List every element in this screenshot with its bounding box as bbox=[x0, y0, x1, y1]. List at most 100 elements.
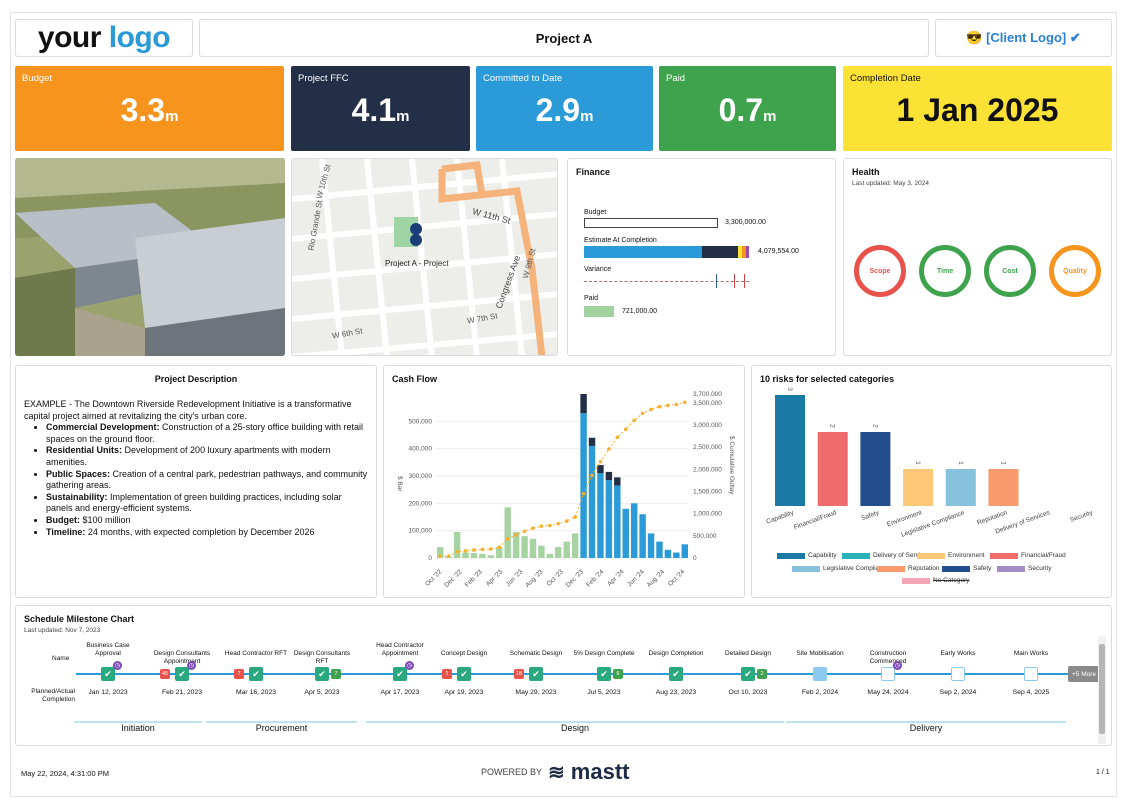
milestone-variance-badge: 7 bbox=[234, 669, 244, 679]
cashflow-bar bbox=[588, 445, 596, 558]
cashflow-bar bbox=[462, 552, 469, 558]
cashflow-xtick: Aug '24 bbox=[646, 568, 667, 589]
company-logo: your logo bbox=[15, 19, 193, 57]
cashflow-ytick: 500,000 bbox=[409, 418, 433, 425]
milestone-done-icon[interactable]: ✔ bbox=[457, 667, 471, 681]
cashflow-bar bbox=[597, 473, 604, 558]
milestone-done-icon[interactable]: ✔ bbox=[249, 667, 263, 681]
milestone-name: Design Completion bbox=[648, 650, 704, 657]
schedule-track bbox=[76, 673, 1070, 675]
cashflow-bar bbox=[647, 533, 655, 558]
risk-legend-item[interactable]: No Category bbox=[902, 577, 970, 584]
cashflow-cumulative-point bbox=[564, 519, 569, 523]
powered-by-text: POWERED BY bbox=[481, 767, 543, 777]
cashflow-y2tick: 2,500,000 bbox=[693, 444, 722, 451]
risk-legend-item[interactable]: Financial/Fraud bbox=[990, 552, 1066, 559]
risk-legend-item[interactable]: Delivery of Services bbox=[842, 552, 930, 559]
cashflow-bar bbox=[512, 532, 520, 558]
risk-bar bbox=[903, 469, 934, 506]
milestone-done-icon[interactable]: ✔ bbox=[529, 667, 543, 681]
cashflow-bar-segment bbox=[597, 465, 604, 474]
milestone-done-icon[interactable]: ✔ bbox=[315, 667, 329, 681]
cashflow-bar bbox=[656, 541, 663, 558]
cashflow-bar-segment bbox=[588, 437, 596, 446]
cashflow-cumulative-point bbox=[598, 459, 603, 464]
cashflow-bar bbox=[546, 553, 554, 558]
cashflow-bar bbox=[639, 514, 646, 558]
risk-bar bbox=[817, 432, 848, 506]
schedule-date-label: Planned/Actual Completion bbox=[31, 688, 75, 703]
cashflow-y2tick: 1,500,000 bbox=[693, 489, 722, 496]
finance-budget-bar bbox=[584, 218, 718, 228]
cashflow-cumulative-point bbox=[463, 549, 468, 553]
cashflow-cumulative-point bbox=[682, 400, 687, 405]
phase-label-initiation: Initiation bbox=[121, 723, 155, 733]
cashflow-bar bbox=[630, 503, 638, 558]
kpi-label: Paid bbox=[666, 73, 686, 84]
risk-legend-item[interactable]: Security bbox=[997, 565, 1051, 572]
milestone-todo-icon[interactable] bbox=[951, 667, 965, 681]
milestone-name: Schematic Design bbox=[509, 650, 563, 657]
milestone-done-icon[interactable]: ✔ bbox=[597, 667, 611, 681]
cashflow-bar bbox=[664, 549, 672, 558]
cashflow-ytick: 0 bbox=[428, 555, 432, 562]
risk-legend-item[interactable]: Safety bbox=[942, 565, 991, 572]
risks-panel: 10 risks for selected categories 3 Capabi… bbox=[751, 365, 1112, 598]
milestone-name: Construction Commenced bbox=[869, 650, 907, 665]
milestone-todo-icon[interactable] bbox=[1024, 667, 1038, 681]
schedule-scrollbar[interactable] bbox=[1098, 636, 1106, 744]
cashflow-xtick: Apr '23 bbox=[485, 568, 505, 588]
health-ring-time: Time bbox=[919, 245, 971, 297]
risk-legend-item[interactable]: Environment bbox=[917, 552, 985, 559]
risk-bar bbox=[945, 469, 976, 506]
milestone-todo-icon[interactable] bbox=[881, 667, 895, 681]
kpi-committed-to-date: Committed to Date 2.9m bbox=[476, 66, 653, 151]
milestone-name: Head Contractor RFT bbox=[224, 650, 288, 657]
milestone-done-icon[interactable]: ✔ bbox=[669, 667, 683, 681]
cashflow-cumulative-point bbox=[531, 526, 535, 530]
milestone-clock-icon: ◷ bbox=[405, 661, 414, 670]
cashflow-ytick: 300,000 bbox=[409, 473, 433, 480]
cashflow-cumulative-point bbox=[657, 404, 662, 409]
report-timestamp: May 22, 2024, 4:31:00 PM bbox=[21, 769, 109, 778]
phase-label-design: Design bbox=[560, 723, 589, 733]
project-description-panel: Project Description EXAMPLE - The Downto… bbox=[15, 365, 377, 598]
more-milestones-button[interactable]: +5 More bbox=[1068, 666, 1100, 682]
risk-legend-item[interactable]: Reputation bbox=[877, 565, 939, 572]
milestone-done-icon[interactable]: ✔ bbox=[175, 667, 189, 681]
risk-legend-item[interactable]: Legislative Compliance bbox=[792, 565, 890, 572]
cashflow-y2tick: 3,500,000 bbox=[693, 400, 722, 407]
schedule-scrollbar-thumb[interactable] bbox=[1099, 644, 1105, 734]
client-logo: 😎 [Client Logo] ✔ bbox=[935, 19, 1112, 57]
cashflow-y2tick: 3,700,000 bbox=[693, 391, 722, 398]
risk-bar-label: 1 bbox=[1000, 461, 1007, 465]
milestone-done-icon[interactable]: ✔ bbox=[101, 667, 115, 681]
risk-bar-label: 1 bbox=[914, 461, 921, 465]
milestone-done-icon[interactable]: ✔ bbox=[393, 667, 407, 681]
phase-label-delivery: Delivery bbox=[909, 723, 943, 733]
finance-variance-line bbox=[584, 281, 749, 282]
location-map[interactable]: W 10th St W 11th St W 9th St W 7th St W … bbox=[291, 158, 558, 356]
milestone-date: Sep 2, 2024 bbox=[939, 689, 977, 696]
cashflow-cumulative-point bbox=[590, 473, 594, 478]
cashflow-bar-segment bbox=[614, 477, 621, 486]
cashflow-ytick: 400,000 bbox=[409, 446, 433, 453]
cashflow-bar bbox=[681, 544, 688, 558]
milestone-clock-icon: ◷ bbox=[893, 661, 902, 670]
cashflow-xtick: Jun '24 bbox=[626, 568, 646, 588]
logo-text-your: your bbox=[37, 21, 102, 54]
cashflow-cumulative-point bbox=[539, 524, 544, 528]
cashflow-bar bbox=[563, 541, 570, 558]
powered-by: POWERED BY ≋ mastt bbox=[481, 759, 629, 785]
cashflow-cumulative-point bbox=[514, 533, 518, 537]
milestone-variance-badge: 18 bbox=[514, 669, 524, 679]
cashflow-bar bbox=[496, 547, 503, 558]
cashflow-bar bbox=[437, 547, 444, 558]
kpi-paid: Paid 0.7m bbox=[659, 66, 836, 151]
milestone-done-icon[interactable]: ✔ bbox=[741, 667, 755, 681]
milestone-variance-badge: 1 bbox=[442, 669, 452, 679]
milestone-progress-icon[interactable] bbox=[813, 667, 827, 681]
cashflow-cumulative-point bbox=[505, 537, 510, 541]
map-canvas[interactable] bbox=[292, 159, 558, 356]
risk-legend-item[interactable]: Capability bbox=[777, 552, 837, 559]
